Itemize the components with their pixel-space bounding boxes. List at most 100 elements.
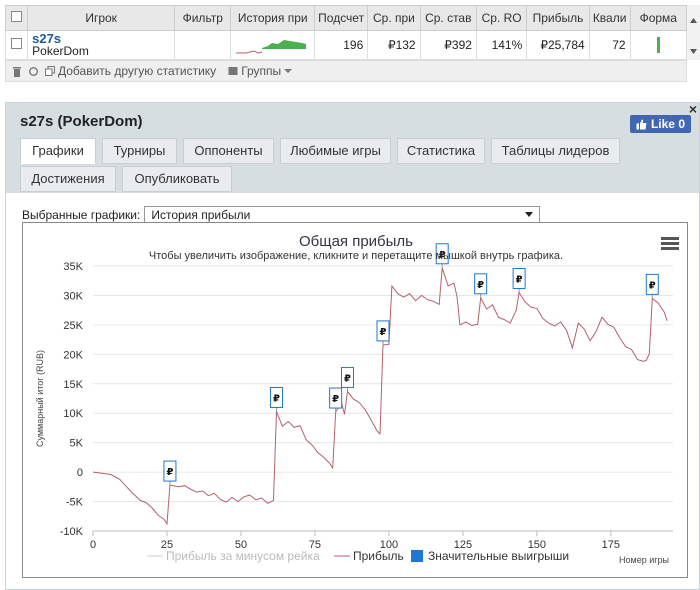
col-avg-profit[interactable]: Ср. при (367, 5, 421, 31)
legend-rake-label: Прибыль за минусом рейка (166, 549, 320, 563)
col-form[interactable]: Форма (629, 5, 688, 31)
avg-roi-cell: 141% (475, 30, 528, 60)
table-header-row: Игрок Фильтр История при Подсчет Ср. при… (4, 5, 688, 31)
profit-cell: ₽25,784 (526, 30, 590, 60)
close-icon[interactable]: × (688, 101, 697, 117)
row-checkbox-cell[interactable] (4, 30, 29, 60)
tab-leaderboards[interactable]: Таблицы лидеров (491, 138, 620, 164)
tab-achievements[interactable]: Достижения (20, 166, 116, 192)
big-win-marker-label: ₽ (516, 275, 523, 286)
form-cell (629, 30, 688, 60)
quality-cell: 72 (588, 30, 631, 60)
big-win-marker-label: ₽ (332, 394, 339, 405)
tab-publish[interactable]: Опубликовать (122, 166, 232, 192)
history-sparkline-cell (230, 30, 315, 60)
chart-canvas[interactable]: -10K -5K 0 5K 10K 15K 20K 25K 30K 35K 0 25 50 75 100 12… (23, 223, 689, 579)
x-tick-label: 150 (528, 539, 546, 551)
big-win-marker (269, 386, 283, 408)
x-axis-title: Номер игры (619, 555, 669, 565)
thumbs-up-icon (636, 119, 647, 129)
x-tick-label: 25 (161, 539, 173, 551)
fb-like-button[interactable]: Like 0 (629, 115, 691, 133)
col-quality[interactable]: Квали (588, 5, 631, 31)
big-win-marker-label: ₽ (380, 327, 387, 338)
groups-label[interactable]: Группы (241, 64, 282, 78)
trash-icon[interactable] (12, 66, 22, 77)
filter-cell[interactable] (174, 30, 232, 60)
stats-table-area: Игрок Фильтр История при Подсчет Ср. при… (0, 0, 700, 82)
refresh-icon[interactable] (28, 66, 39, 77)
player-site: PokerDom (32, 44, 89, 58)
big-win-marker-label: ₽ (477, 280, 484, 291)
big-win-marker (512, 268, 526, 289)
x-tick-label: 75 (309, 539, 321, 551)
tab-statistics[interactable]: Статистика (397, 138, 485, 164)
form-bar (656, 37, 660, 53)
tab-favorite-games[interactable]: Любимые игры (280, 138, 391, 164)
x-tick-label: 125 (454, 539, 472, 551)
col-avg-stake[interactable]: Ср. став (419, 5, 477, 31)
y-tick-label: 25K (63, 320, 83, 332)
chart-title: Общая прибыль (298, 233, 414, 250)
chart-subtitle: Чтобы увеличить изображение, кликните и … (148, 250, 564, 262)
stats-table: Игрок Фильтр История при Подсчет Ср. при… (4, 5, 688, 60)
big-win-marker (645, 273, 659, 295)
y-tick-label: -5K (66, 497, 84, 509)
add-stat-button[interactable]: Добавить другую статистику (45, 64, 216, 78)
col-avg-roi[interactable]: Ср. RO (475, 5, 528, 31)
groups-icon (228, 67, 238, 75)
col-count[interactable]: Подсчет (313, 5, 369, 31)
panel-header: s27s (PokerDom) × Like 0 Графики Турниры… (6, 101, 699, 193)
chart-select-value[interactable]: История прибыли (151, 208, 251, 222)
big-win-marker-label: ₽ (273, 393, 280, 404)
col-filter[interactable]: Фильтр (174, 5, 232, 31)
player-panel: s27s (PokerDom) × Like 0 Графики Турниры… (5, 101, 700, 590)
x-tick-label: 0 (90, 539, 96, 551)
col-history[interactable]: История при (230, 5, 315, 31)
big-win-marker (376, 320, 390, 342)
avg-profit-cell: ₽132 (367, 30, 421, 60)
add-stat-label[interactable]: Добавить другую статистику (58, 64, 217, 78)
tab-charts[interactable]: Графики (20, 138, 96, 164)
col-player[interactable]: Игрок (27, 5, 176, 31)
select-all-checkbox[interactable] (11, 11, 23, 22)
tab-opponents[interactable]: Оппоненты (183, 138, 274, 164)
fb-like-label[interactable]: Like 0 (650, 117, 685, 131)
chevron-down-icon (284, 69, 293, 73)
x-tick-label: 175 (602, 539, 620, 551)
big-win-marker (435, 243, 449, 265)
count-cell: 196 (313, 30, 369, 60)
x-tick-label: 100 (380, 539, 398, 551)
hamburger-menu-icon[interactable] (661, 237, 679, 252)
big-win-marker (474, 273, 488, 295)
player-name-link[interactable]: s27s (32, 31, 62, 46)
history-sparkline (235, 40, 306, 54)
big-win-marker (340, 366, 354, 388)
profit-chart[interactable]: -10K -5K 0 5K 10K 15K 20K 25K 30K 35K 0 25 50 75 100 12… (22, 222, 688, 578)
big-win-marker-label: ₽ (166, 467, 173, 478)
row-checkbox[interactable] (11, 38, 23, 49)
table-row[interactable]: s27s PokerDom 196 ₽132 ₽392 141% ₽25,784… (4, 30, 688, 60)
y-tick-label: 35K (63, 261, 83, 273)
y-axis-title: Суммарный итог (RUB) (35, 350, 45, 447)
legend-bigwin-swatch (411, 550, 423, 562)
chevron-down-icon (525, 212, 534, 217)
legend-bigwin-label: Значительные выигрыши (428, 549, 569, 563)
tab-tournaments[interactable]: Турниры (102, 138, 177, 164)
select-all-cell[interactable] (4, 5, 29, 31)
table-scrollbar[interactable] (687, 5, 700, 60)
copy-icon (45, 66, 55, 76)
groups-button[interactable]: Группы (228, 64, 293, 78)
table-toolbar: Добавить другую статистику Группы (5, 60, 687, 82)
y-tick-label: 0 (77, 467, 83, 479)
big-win-marker (329, 387, 343, 409)
player-cell[interactable]: s27s PokerDom (27, 30, 176, 60)
col-profit[interactable]: Прибыль (526, 5, 590, 31)
chart-select-label: Выбранные графики: (22, 208, 141, 222)
big-win-marker-label: ₽ (439, 250, 446, 261)
y-tick-label: -10K (60, 526, 84, 538)
legend-profit-label: Прибыль (353, 549, 404, 563)
x-tick-label: 50 (235, 539, 247, 551)
y-tick-label: 15K (63, 379, 83, 391)
y-tick-label: 30K (63, 290, 83, 302)
